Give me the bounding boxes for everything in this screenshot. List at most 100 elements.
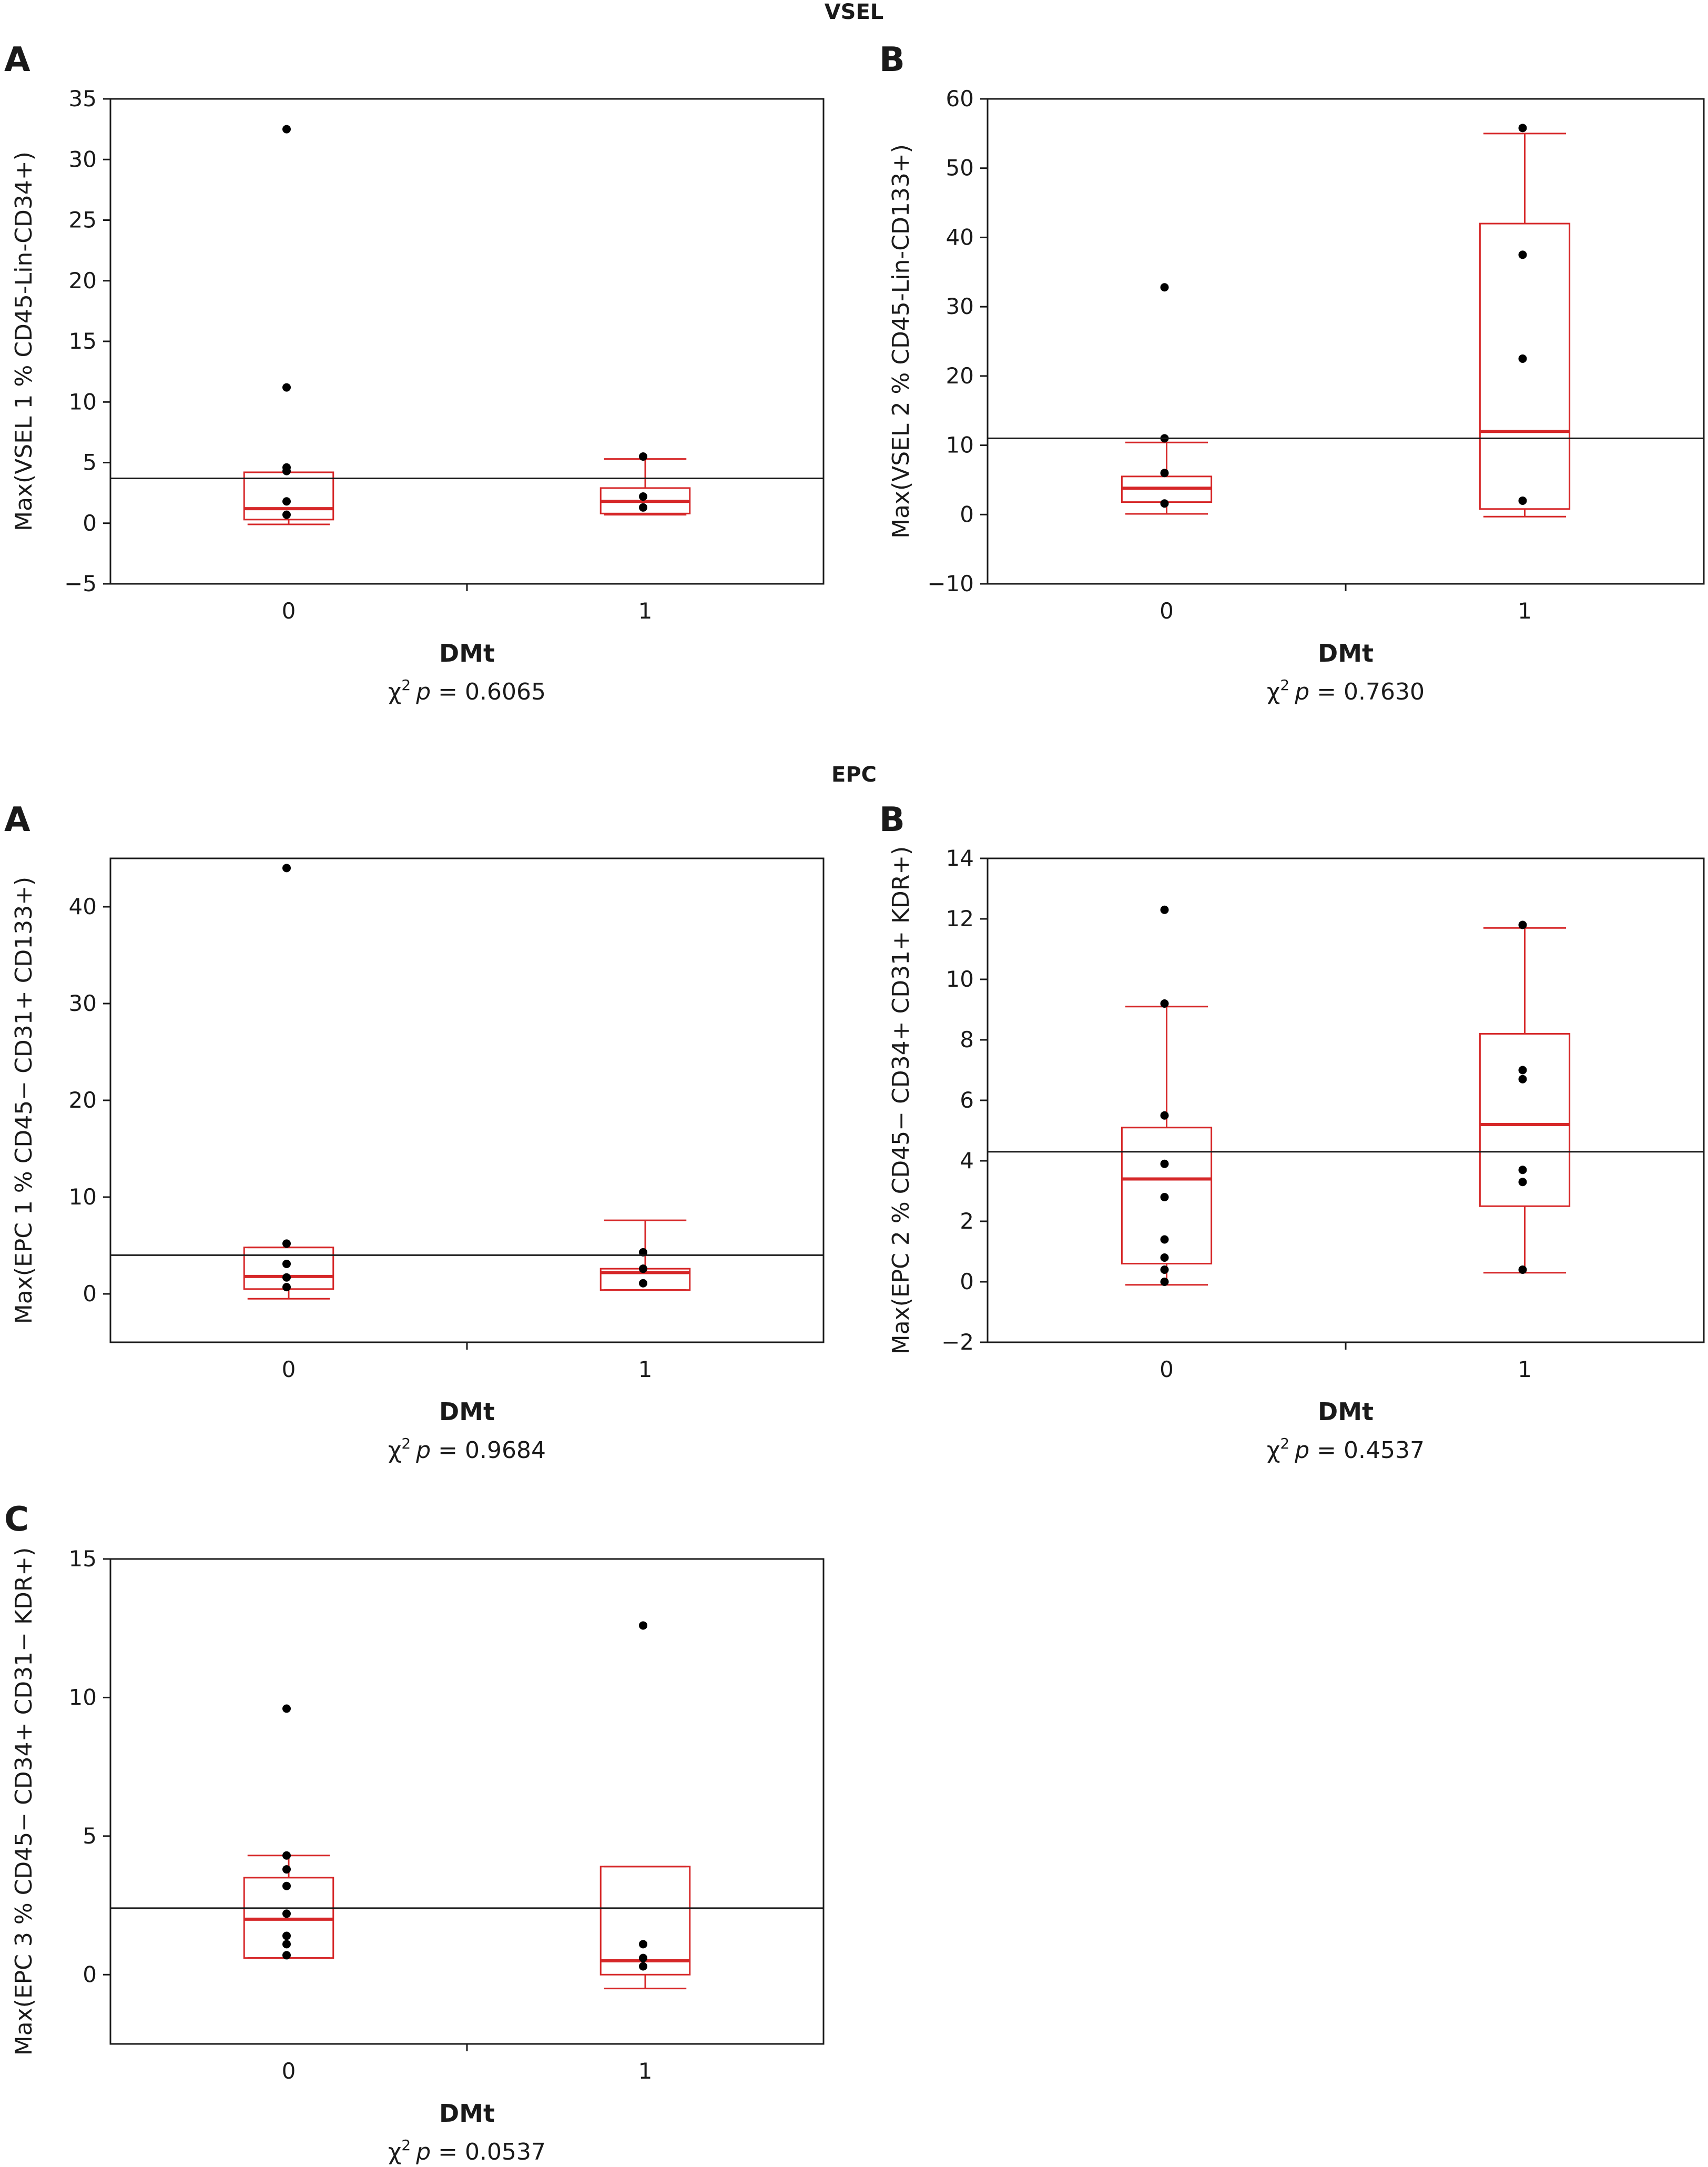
epc-b-group-1 — [1479, 920, 1571, 1274]
data-point — [639, 1279, 647, 1288]
epc-c-group-1 — [599, 1621, 691, 1990]
data-point — [1160, 1278, 1169, 1286]
epc-a-p-value-var: p — [415, 1437, 431, 1464]
data-point — [1160, 283, 1169, 292]
vsel-b-y-tick-label: −10 — [927, 571, 974, 596]
epc-a-y-tick-label: 10 — [69, 1184, 97, 1210]
epc-c-y-tick-label: 5 — [83, 1823, 97, 1849]
data-point — [639, 452, 647, 461]
data-point — [1518, 250, 1527, 259]
epc-a-y-tick-label: 0 — [83, 1281, 97, 1307]
vsel-b-plot-frame — [987, 98, 1705, 585]
iqr-box — [1479, 222, 1571, 510]
vsel-a-y-tick-label: 10 — [69, 389, 97, 414]
vsel-b-y-tick-label: 20 — [946, 363, 974, 389]
data-point — [639, 1248, 647, 1257]
epc-a-y-tick-label: 20 — [69, 1087, 97, 1113]
data-point — [282, 467, 291, 475]
vsel-b-p-value: χ2 p = 0.7630 — [1267, 676, 1425, 705]
vsel-a-x-tick-label: 1 — [638, 598, 653, 624]
data-point — [1518, 354, 1527, 363]
epc-c-p-value-chi: χ — [388, 2139, 401, 2165]
data-point — [282, 1273, 291, 1282]
iqr-box — [599, 1866, 691, 1976]
epc-b-p-value-chi: χ — [1267, 1437, 1280, 1464]
data-point — [1160, 1253, 1169, 1262]
data-point — [282, 1931, 291, 1940]
vsel-a-p-value-var: p — [415, 679, 431, 705]
vsel-a-y-tick-label: 30 — [69, 146, 97, 172]
vsel-a-group-1 — [599, 452, 691, 516]
data-point — [282, 383, 291, 392]
data-point — [1518, 496, 1527, 505]
epc-b-y-tick-label: 6 — [960, 1087, 974, 1113]
vsel-b-p-value-chi: χ — [1267, 679, 1280, 705]
vsel-b-y-tick-label: 50 — [946, 155, 974, 181]
vsel-b-y-tick-label: 0 — [960, 501, 974, 527]
epc-a-group-1 — [599, 1219, 691, 1291]
epc-b-plot-frame — [987, 857, 1705, 1343]
data-point — [282, 1283, 291, 1292]
epc-c-p-value-sup: 2 — [401, 2136, 411, 2154]
vsel-b-x-axis-title: DMt — [1318, 639, 1374, 667]
epc-c-p-value: χ2 p = 0.0537 — [388, 2136, 546, 2165]
data-point — [639, 1940, 647, 1949]
data-point — [1160, 469, 1169, 478]
epc-b-group-0 — [1121, 905, 1213, 1286]
data-point — [639, 492, 647, 501]
epc-a-p-value-sup: 2 — [401, 1435, 411, 1452]
data-point — [282, 497, 291, 506]
epc-a-x-axis-title: DMt — [439, 1398, 495, 1426]
iqr-box — [1121, 1127, 1213, 1264]
vsel-b-y-tick-label: 60 — [946, 86, 974, 112]
epc-c-plot-frame — [109, 1558, 825, 2045]
epc-b-y-tick-label: 12 — [946, 906, 974, 931]
epc-section-title: EPC — [831, 763, 877, 787]
vsel-a-p-value-chi: χ — [388, 679, 401, 705]
data-point — [639, 1962, 647, 1971]
epc-b-y-tick-label: 14 — [946, 845, 974, 871]
epc-b-panel: B −2 0 2 4 6 8 10 12 14 0 1 Max(EPC 2 % CD45− CD34+ … — [879, 801, 1705, 1464]
vsel-b-x-tick-label: 0 — [1160, 598, 1174, 624]
epc-c-group-0 — [243, 1704, 334, 1960]
epc-a-y-tick-label: 30 — [69, 990, 97, 1016]
vsel-b-p-value-text: = 0.7630 — [1309, 679, 1425, 705]
vsel-a-y-tick-label: 0 — [83, 510, 97, 536]
data-point — [1160, 905, 1169, 914]
epc-b-x-axis-title: DMt — [1318, 1398, 1374, 1426]
vsel-b-group-1 — [1479, 124, 1571, 518]
data-point — [1518, 1066, 1527, 1075]
vsel-a-y-tick-label: 15 — [69, 328, 97, 354]
data-point — [1518, 1178, 1527, 1187]
epc-a-x-tick-label: 0 — [282, 1356, 296, 1382]
epc-b-y-tick-label: 4 — [960, 1148, 974, 1173]
vsel-a-p-value: χ2 p = 0.6065 — [388, 676, 546, 705]
data-point — [639, 1621, 647, 1630]
epc-a-y-tick-label: 40 — [69, 894, 97, 919]
epc-c-p-value-var: p — [415, 2139, 431, 2165]
epc-a-p-value: χ2 p = 0.9684 — [388, 1435, 546, 1464]
vsel-a-p-value-sup: 2 — [401, 676, 411, 694]
vsel-a-panel-letter: A — [4, 40, 30, 79]
vsel-b-p-value-var: p — [1294, 679, 1309, 705]
vsel-b-panel-letter: B — [879, 40, 905, 79]
epc-c-y-tick-label: 10 — [69, 1684, 97, 1710]
data-point — [1518, 124, 1527, 133]
epc-b-y-tick-label: 10 — [946, 966, 974, 992]
vsel-b-group-0 — [1121, 283, 1213, 515]
epc-a-plot-frame — [109, 857, 825, 1343]
epc-b-x-tick-label: 0 — [1160, 1356, 1174, 1382]
data-point — [1518, 920, 1527, 929]
vsel-a-y-tick-label: 35 — [69, 86, 97, 112]
data-point — [639, 1953, 647, 1962]
vsel-b-x-tick-label: 1 — [1518, 598, 1532, 624]
epc-b-p-value: χ2 p = 0.4537 — [1267, 1435, 1425, 1464]
data-point — [282, 1865, 291, 1874]
epc-c-y-tick-label: 0 — [83, 1961, 97, 1987]
data-point — [1160, 1193, 1169, 1201]
data-point — [282, 864, 291, 873]
vsel-b-y-axis-title: Max(VSEL 2 % CD45-Lin-CD133+) — [888, 144, 914, 539]
epc-c-x-tick-label: 1 — [638, 2058, 653, 2084]
data-point — [1160, 999, 1169, 1008]
